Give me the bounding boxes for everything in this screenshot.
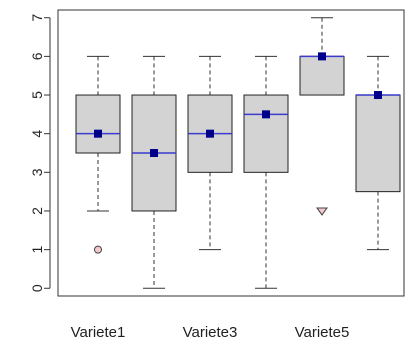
boxes-layer [75,17,401,289]
box-group [75,55,121,254]
x-tick-label: Variete1 [71,324,126,341]
outlier-point [316,207,328,216]
mean-marker [94,129,102,138]
y-tick-label: 1 [29,246,45,254]
box-group [355,55,401,251]
mean-marker [262,110,270,119]
y-tick-label: 0 [29,284,45,292]
plot-frame [57,9,405,297]
box-group [243,55,289,289]
y-tick-label: 5 [29,91,45,99]
x-tick-label: Variete5 [295,324,350,341]
y-tick-label: 2 [29,207,45,215]
box-iqr [243,94,289,173]
mean-marker [374,91,382,100]
mean-marker [206,129,214,138]
y-tick-label: 6 [29,52,45,60]
mean-marker [318,52,326,61]
x-tick-label: Variete3 [183,324,238,341]
outlier-point [94,245,102,254]
box-group [187,55,233,251]
box-iqr [75,94,121,154]
y-tick-label: 3 [29,168,45,176]
y-axis: 0 1 2 3 4 5 6 7 [29,14,51,292]
box-group [131,55,177,289]
box-iqr [355,94,401,193]
y-tick-label: 7 [29,14,45,22]
x-axis-labels: Variete1 Variete3 Variete5 [71,324,350,341]
y-tick-label: 4 [29,130,45,138]
box-iqr [299,55,345,96]
box-group [299,17,345,216]
mean-marker [150,149,158,157]
